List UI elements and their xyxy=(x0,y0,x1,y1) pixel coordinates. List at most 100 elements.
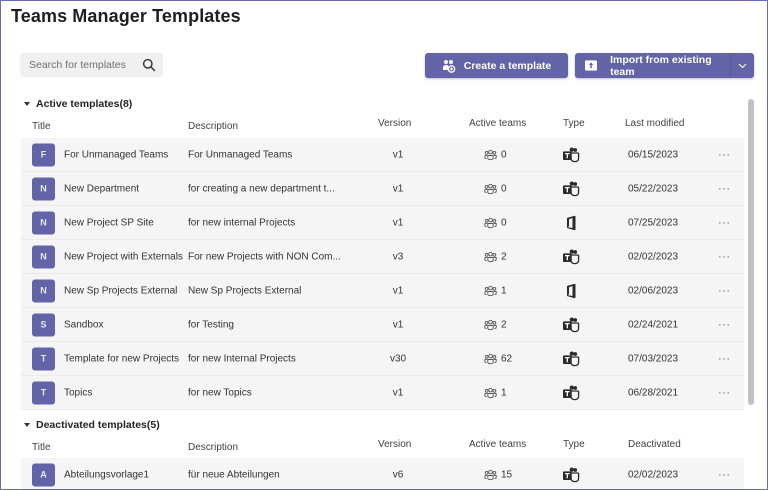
template-avatar: N xyxy=(32,245,55,268)
active-teams-count: 15 xyxy=(484,469,512,480)
template-version: v1 xyxy=(392,387,404,398)
create-template-button[interactable]: Create a template xyxy=(425,53,568,78)
template-version: v3 xyxy=(392,251,404,262)
template-version: v1 xyxy=(392,285,404,296)
template-date: 07/25/2023 xyxy=(628,217,679,228)
template-date: 02/02/2023 xyxy=(628,469,679,480)
deactivated-templates-toggle[interactable]: Deactivated templates(5) xyxy=(24,419,160,431)
template-date: 07/03/2023 xyxy=(628,353,679,364)
column-description[interactable]: Description xyxy=(188,121,239,132)
table-row[interactable]: S Sandbox for Testing v1 2 02/24/2021 ··… xyxy=(21,308,744,342)
people-add-icon xyxy=(442,59,456,73)
template-avatar: N xyxy=(32,177,55,200)
template-version: v1 xyxy=(392,149,404,160)
more-options-button[interactable]: ··· xyxy=(718,386,731,399)
table-row[interactable]: T Topics for new Topics v1 1 06/28/2021 … xyxy=(21,376,744,410)
template-date: 02/06/2023 xyxy=(628,285,679,296)
table-row[interactable]: N New Project SP Site for new internal P… xyxy=(21,206,744,240)
template-date: 02/24/2021 xyxy=(628,319,679,330)
search-icon[interactable] xyxy=(142,58,156,72)
active-teams-count: 0 xyxy=(484,149,507,160)
template-avatar: F xyxy=(32,143,55,166)
more-options-button[interactable]: ··· xyxy=(718,216,731,229)
caret-down-icon xyxy=(24,423,30,427)
template-avatar: N xyxy=(32,279,55,302)
import-icon xyxy=(585,60,598,71)
active-teams-count: 2 xyxy=(484,251,507,262)
table-row[interactable]: N New Department for creating a new depa… xyxy=(21,172,744,206)
more-options-button[interactable]: ··· xyxy=(718,148,731,161)
template-title[interactable]: Abteilungsvorlage1 xyxy=(64,469,150,480)
microsoft-teams-icon xyxy=(563,249,580,264)
more-options-button[interactable]: ··· xyxy=(718,352,731,365)
template-version: v1 xyxy=(392,319,404,330)
microsoft-teams-icon xyxy=(563,351,580,366)
template-title[interactable]: Template for new Projects xyxy=(64,353,180,364)
template-title[interactable]: New Department xyxy=(64,183,140,194)
search-box[interactable] xyxy=(20,53,163,77)
column-last-modified[interactable]: Last modified xyxy=(625,118,685,129)
template-date: 02/02/2023 xyxy=(628,251,679,262)
active-templates-toggle[interactable]: Active templates(8) xyxy=(24,98,132,110)
button-divider xyxy=(730,53,731,78)
template-description: for new Internal Projects xyxy=(188,353,296,364)
template-type xyxy=(562,385,580,401)
column-active-teams[interactable]: Active teams xyxy=(469,439,527,450)
column-type[interactable]: Type xyxy=(563,439,585,450)
template-title[interactable]: Topics xyxy=(64,387,93,398)
teams-group-icon xyxy=(484,319,497,330)
microsoft-teams-icon xyxy=(563,181,580,196)
template-version: v6 xyxy=(392,469,404,480)
template-title[interactable]: New Project SP Site xyxy=(64,217,154,228)
page-title: Teams Manager Templates xyxy=(11,6,241,26)
teams-group-icon xyxy=(484,183,497,194)
import-options-dropdown[interactable] xyxy=(731,53,754,78)
more-options-button[interactable]: ··· xyxy=(718,318,731,331)
template-avatar: T xyxy=(32,381,55,404)
template-description: for creating a new department t... xyxy=(188,183,335,194)
template-title[interactable]: Sandbox xyxy=(64,319,104,330)
template-avatar: T xyxy=(32,347,55,370)
column-description[interactable]: Description xyxy=(188,442,239,453)
column-type[interactable]: Type xyxy=(563,118,585,129)
template-date: 06/15/2023 xyxy=(628,149,679,160)
table-row[interactable]: T Template for new Projects for new Inte… xyxy=(21,342,744,376)
more-options-button[interactable]: ··· xyxy=(718,182,731,195)
column-version[interactable]: Version xyxy=(378,439,412,450)
table-row[interactable]: N New Sp Projects External New Sp Projec… xyxy=(21,274,744,308)
template-type xyxy=(562,249,580,265)
column-active-teams[interactable]: Active teams xyxy=(469,118,527,129)
microsoft-teams-icon xyxy=(563,147,580,162)
template-description: for new Topics xyxy=(188,387,252,398)
table-row[interactable]: F For Unmanaged Teams For Unmanaged Team… xyxy=(21,138,744,172)
active-teams-count: 2 xyxy=(484,319,507,330)
teams-group-icon xyxy=(484,285,497,296)
more-options-button[interactable]: ··· xyxy=(718,250,731,263)
template-type xyxy=(562,147,580,163)
template-type xyxy=(562,467,580,483)
template-title[interactable]: New Project with Externals xyxy=(64,251,183,262)
template-type xyxy=(562,317,580,333)
column-title[interactable]: Title xyxy=(32,442,51,453)
column-version[interactable]: Version xyxy=(378,118,412,129)
deactivated-templates-header: Deactivated templates(5) xyxy=(36,419,160,431)
table-row[interactable]: N New Project with Externals For new Pro… xyxy=(21,240,744,274)
template-avatar: S xyxy=(32,313,55,336)
table-row[interactable]: A Abteilungsvorlage1 für neue Abteilunge… xyxy=(21,458,744,489)
more-options-button[interactable]: ··· xyxy=(718,284,731,297)
import-team-main[interactable]: Import from existing team xyxy=(575,53,730,78)
column-title[interactable]: Title xyxy=(32,121,51,132)
template-type xyxy=(562,283,580,299)
more-options-button[interactable]: ··· xyxy=(718,468,731,481)
vertical-scrollbar[interactable] xyxy=(748,99,754,405)
template-title[interactable]: For Unmanaged Teams xyxy=(64,149,169,160)
search-input[interactable] xyxy=(29,59,139,71)
column-deactivated[interactable]: Deactivated xyxy=(628,439,681,450)
template-date: 06/28/2021 xyxy=(628,387,679,398)
active-templates-header: Active templates(8) xyxy=(36,98,133,110)
import-team-button[interactable]: Import from existing team xyxy=(575,53,754,78)
template-description: For new Projects with NON Com... xyxy=(188,251,341,262)
template-title[interactable]: New Sp Projects External xyxy=(64,285,178,296)
teams-group-icon xyxy=(484,353,497,364)
